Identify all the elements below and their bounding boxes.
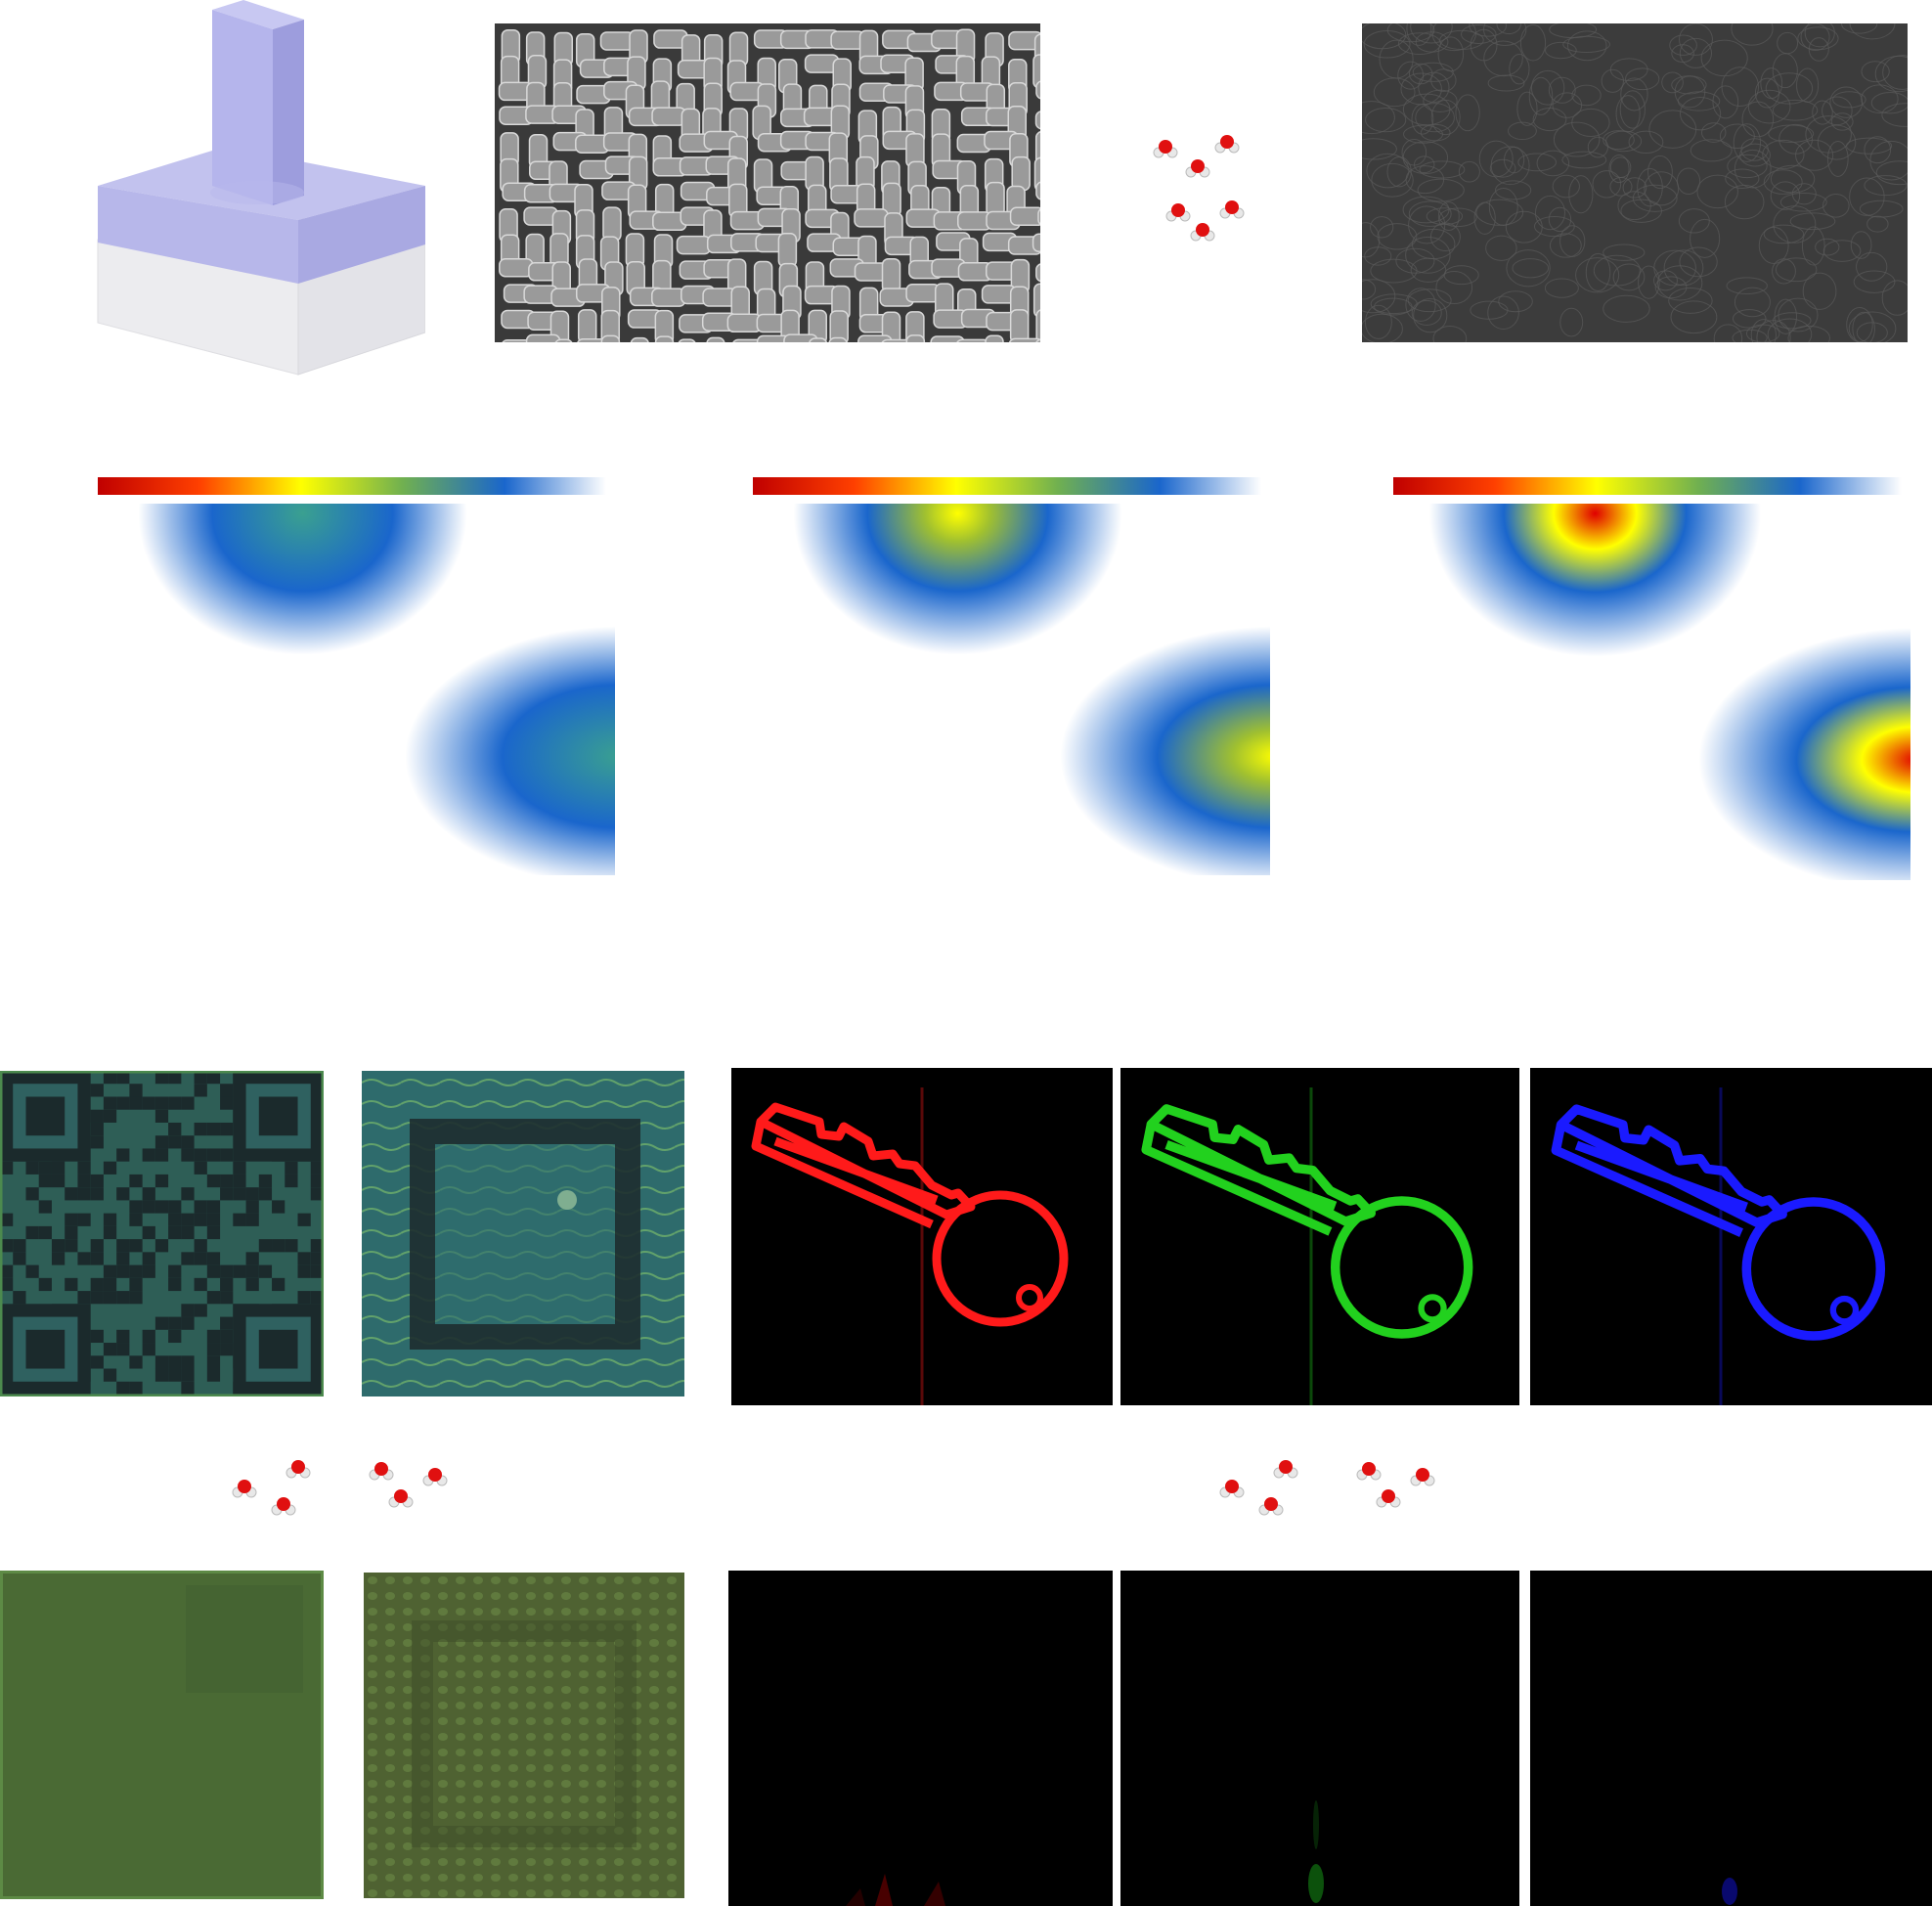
field-intensity-map-icon — [1398, 504, 1916, 880]
blank-hologram-icon — [1530, 1571, 1932, 1906]
key-hologram-icon — [1530, 1068, 1932, 1405]
water-molecules-icon — [225, 1447, 450, 1526]
colorbar-2 — [753, 477, 1261, 495]
square-pattern-image-icon — [362, 1071, 684, 1396]
key-hologram-icon — [731, 1068, 1113, 1405]
sem-nanopillar-array-icon — [495, 23, 1040, 342]
blank-hologram-icon — [728, 1571, 1113, 1906]
field-intensity-map-icon — [763, 504, 1276, 875]
colorbar-1 — [98, 477, 606, 495]
blank-qr-image-icon — [0, 1571, 324, 1899]
colorbar-3 — [1393, 477, 1902, 495]
key-hologram-icon — [1120, 1068, 1519, 1405]
blank-hologram-icon — [1120, 1571, 1519, 1906]
blank-square-image-icon — [364, 1573, 684, 1898]
sem-collapsed-surface-icon — [1362, 23, 1908, 342]
field-intensity-map-icon — [108, 504, 621, 875]
qr-code-image-icon — [0, 1071, 324, 1396]
water-molecules-icon — [1212, 1447, 1437, 1526]
water-molecules-icon — [1144, 127, 1251, 244]
pillar-on-substrate-icon — [93, 0, 425, 377]
